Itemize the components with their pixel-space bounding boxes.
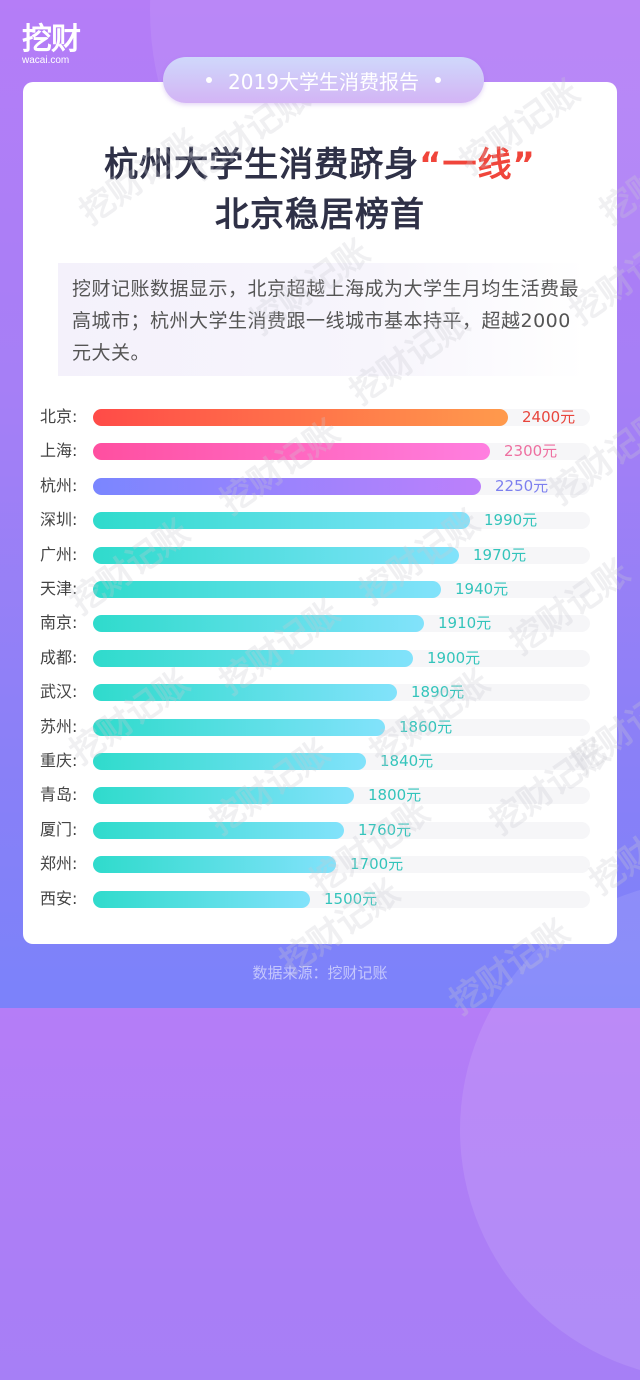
city-label: 深圳: (40, 510, 78, 530)
bar (93, 581, 441, 598)
report-pill-header: 2019大学生消费报告 (163, 57, 484, 103)
bar-value-label: 1890元 (411, 683, 465, 702)
bar (93, 649, 413, 667)
bar-value-label: 1990元 (484, 511, 538, 530)
chart-row: 北京: 2400元 (0, 407, 640, 427)
bar-value-label: 1840元 (380, 752, 434, 770)
bar-value-label: 1910元 (438, 614, 492, 633)
logo-text: 挖财 (22, 22, 81, 57)
chart-row: 武汉: 1890元 (0, 682, 640, 702)
city-label: 厦门: (40, 819, 78, 839)
chart-row: 深圳: 1990元 (0, 510, 640, 530)
title-line-2: 北京稳居榜首 (215, 195, 425, 235)
chart-row: 杭州: 2250元 (0, 476, 640, 496)
chart-row: 西安: 1500元 (0, 889, 640, 909)
background-arc-bottom (460, 880, 640, 1380)
bar (93, 512, 470, 530)
city-label: 西安: (40, 888, 78, 908)
bar-value-label: 1900元 (427, 648, 481, 667)
city-label: 上海: (40, 441, 78, 461)
brand-logo: 挖财 wacai.com (22, 22, 81, 66)
bar-value-label: 1760元 (358, 820, 412, 839)
bar (93, 890, 310, 908)
bar-value-label: 2250元 (495, 476, 549, 495)
description-box: 挖财记账数据显示，北京超越上海成为大学生月均生活费最高城市；杭州大学生消费跟一线… (58, 263, 586, 376)
city-label: 天津: (40, 579, 78, 598)
chart-row: 青岛: 1800元 (0, 785, 640, 805)
bar (93, 821, 344, 839)
dot-icon (434, 77, 441, 83)
dot-icon (206, 77, 213, 83)
city-label: 成都: (40, 647, 78, 667)
bar (93, 684, 397, 702)
city-label: 重庆: (40, 751, 78, 770)
bar-value-label: 1800元 (368, 786, 422, 805)
data-source: 数据来源：挖财记账 (252, 964, 388, 982)
bar-value-label: 1700元 (350, 855, 404, 874)
bar (93, 718, 385, 736)
chart-row: 天津: 1940元 (0, 579, 640, 599)
chart-row: 南京: 1910元 (0, 613, 640, 633)
bar (93, 546, 459, 564)
bar-value-label: 2400元 (522, 408, 576, 426)
city-label: 苏州: (40, 716, 78, 736)
title-highlight: “一线” (419, 145, 536, 185)
bar (93, 477, 481, 495)
bar (93, 409, 508, 426)
bar-value-label: 1940元 (455, 580, 509, 598)
city-label: 青岛: (40, 785, 78, 805)
chart-row: 苏州: 1860元 (0, 717, 640, 737)
city-label: 郑州: (40, 854, 78, 874)
city-label: 北京: (40, 407, 78, 426)
chart-row: 成都: 1900元 (0, 648, 640, 668)
chart-row: 广州: 1970元 (0, 545, 640, 565)
bar (93, 615, 424, 633)
bar (93, 787, 354, 805)
title-line-1: 杭州大学生消费跻身“一线” (23, 140, 617, 190)
chart-row: 重庆: 1840元 (0, 751, 640, 771)
bar (93, 753, 366, 770)
bar (93, 443, 490, 461)
city-label: 广州: (40, 544, 78, 564)
chart-row: 厦门: 1760元 (0, 820, 640, 840)
bar (93, 856, 336, 874)
bar-value-label: 1970元 (473, 545, 527, 564)
city-label: 武汉: (40, 682, 78, 702)
pill-label: 2019大学生消费报告 (228, 69, 419, 94)
chart-row: 上海: 2300元 (0, 441, 640, 461)
page-title: 杭州大学生消费跻身“一线” 北京稳居榜首 (23, 140, 617, 240)
bar-value-label: 1860元 (399, 717, 453, 736)
bar-value-label: 1500元 (324, 889, 378, 908)
city-label: 杭州: (40, 475, 78, 495)
chart-row: 郑州: 1700元 (0, 854, 640, 874)
title-prefix: 杭州大学生消费跻身 (104, 145, 420, 185)
bar-value-label: 2300元 (504, 442, 558, 461)
logo-domain: wacai.com (22, 55, 70, 66)
city-label: 南京: (40, 613, 78, 633)
